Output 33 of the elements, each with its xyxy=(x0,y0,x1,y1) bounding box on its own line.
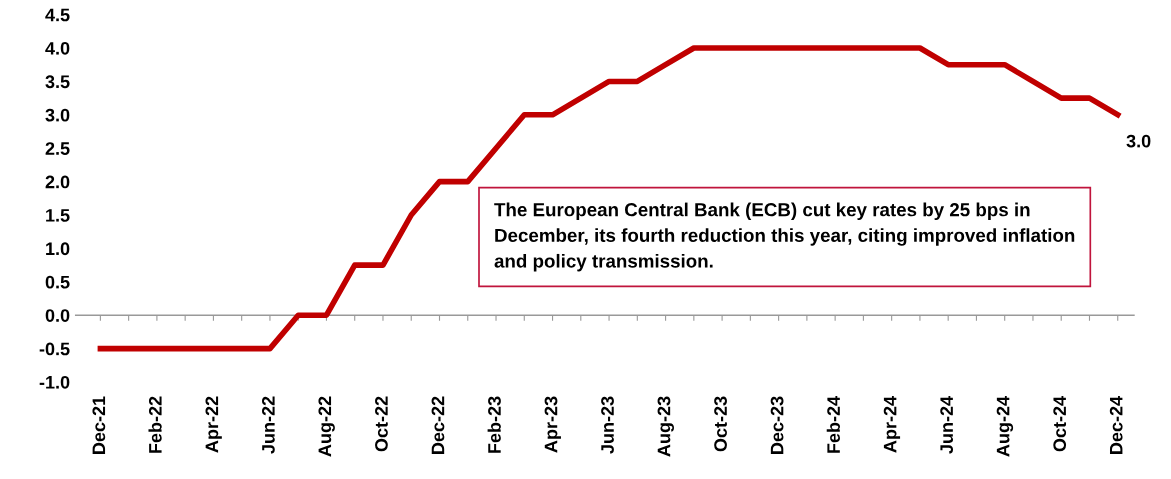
y-tick-label: -0.5 xyxy=(39,342,70,356)
x-tick-label: Dec-22 xyxy=(431,396,445,454)
y-tick-label: 3.5 xyxy=(45,75,70,89)
x-tick-label: Dec-23 xyxy=(770,396,784,454)
x-tick-label: Oct-23 xyxy=(714,396,727,452)
y-tick-label: 1.0 xyxy=(46,242,70,256)
y-tick-label: 4.0 xyxy=(45,41,70,55)
x-tick-label: Aug-24 xyxy=(996,395,1014,457)
x-tick-label: Jun-23 xyxy=(601,396,614,454)
y-tick-label: -1.0 xyxy=(39,375,70,389)
x-tick-label: Apr-24 xyxy=(883,395,901,453)
x-tick-label: Aug-23 xyxy=(657,396,674,457)
x-tick-label: Apr-22 xyxy=(205,396,222,453)
x-tick-label: Aug-22 xyxy=(318,396,335,457)
x-tick-label: Dec-24 xyxy=(1109,395,1123,454)
y-tick-label: 3.0 xyxy=(45,108,70,122)
x-tick-label: Dec-21 xyxy=(92,396,106,454)
y-tick-label: 1.5 xyxy=(46,209,70,222)
x-tick-label: Feb-24 xyxy=(826,395,840,453)
x-tick-label: Feb-23 xyxy=(487,396,501,453)
y-tick-label: 0.5 xyxy=(45,275,70,289)
y-tick-label: 2.0 xyxy=(45,175,70,189)
annotation: The European Central Bank (ECB) cut key rates by 25 bps in December, its fourth reduction this year, citing improved inflation and policy transmission. xyxy=(494,202,1075,272)
y-tick-label: 4.5 xyxy=(45,8,70,22)
x-tick-label: Jun-24 xyxy=(940,395,954,454)
x-tick-label: Feb-22 xyxy=(148,396,162,453)
x-tick-label: Oct-24 xyxy=(1053,395,1067,452)
x-tick-label: Oct-22 xyxy=(375,396,388,452)
y-tick-label: 0.0 xyxy=(45,309,70,322)
data-label: 3.0 xyxy=(1126,134,1151,148)
y-tick-label: 2.5 xyxy=(45,142,70,155)
x-tick-label: Apr-23 xyxy=(544,396,561,453)
x-tick-label: Jun-22 xyxy=(262,396,275,454)
